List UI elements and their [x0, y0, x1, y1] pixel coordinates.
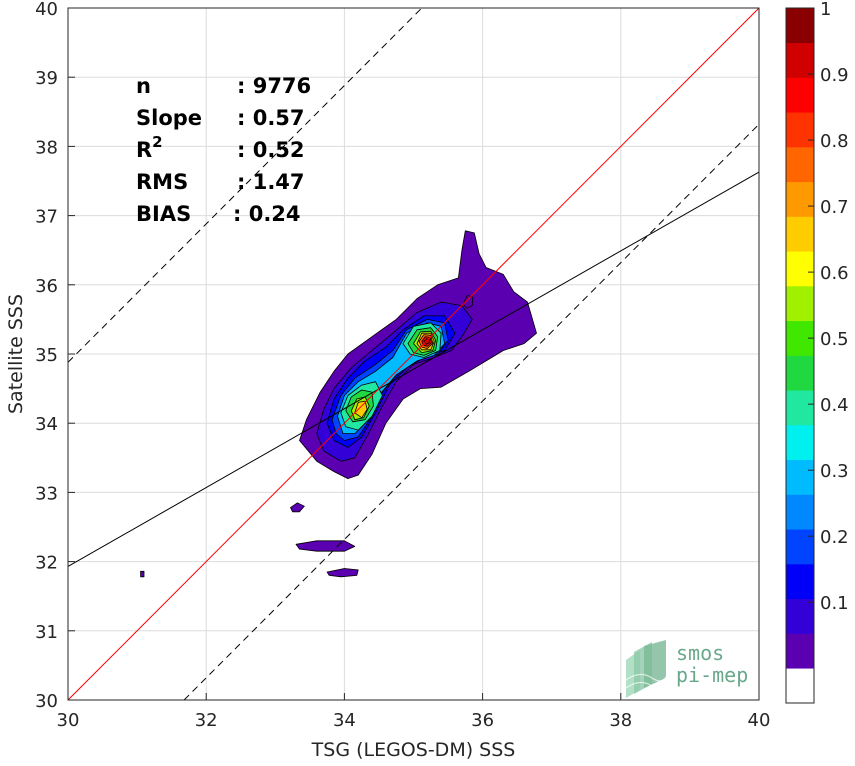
- x-axis-label: TSG (LEGOS-DM) SSS: [311, 739, 516, 761]
- colorbar-segment: [786, 355, 814, 391]
- stat-value: : 0.52: [237, 138, 305, 162]
- colorbar: 0.1 0.2 0.3 0.4 0.5 0.6 0.7 0.8 0.9 1: [785, 0, 849, 704]
- colorbar-segment: [786, 425, 814, 461]
- y-tick-label: 40: [35, 0, 58, 20]
- stat-value: : 1.47: [237, 170, 305, 194]
- y-tick-label: 31: [35, 622, 58, 643]
- colorbar-tick-label: 0.9: [820, 65, 849, 86]
- y-tick-label: 37: [35, 207, 58, 228]
- colorbar-segment: [786, 598, 814, 634]
- lower-bound-line: [183, 123, 760, 701]
- colorbar-tick-label: 0.8: [820, 131, 849, 152]
- logo-line2: pi-mep: [676, 663, 748, 687]
- regression-line: [67, 171, 760, 567]
- colorbar-segment: [786, 668, 814, 704]
- x-tick-label: 32: [195, 710, 218, 731]
- y-tick-label: 36: [35, 276, 58, 297]
- colorbar-segment: [786, 42, 814, 78]
- stat-value: : 0.57: [237, 106, 305, 130]
- y-tick-label: 35: [35, 345, 58, 366]
- contour-level-0-05: [326, 568, 359, 578]
- contour-level-0-05: [290, 502, 305, 513]
- colorbar-tick-label: 0.2: [820, 527, 849, 548]
- y-tick-label: 30: [35, 691, 58, 712]
- colorbar-segment: [786, 8, 814, 44]
- stat-label: RMS: [136, 170, 188, 194]
- stat-label: n: [136, 74, 151, 98]
- density-contours: [140, 230, 537, 578]
- colorbar-tick-label: 0.5: [820, 329, 849, 350]
- x-axis-ticks: 30 32 34 36 38 40: [57, 693, 771, 731]
- y-tick-label: 34: [35, 414, 58, 435]
- contour-level-0-05: [140, 570, 145, 578]
- stat-label: Slope: [136, 106, 202, 130]
- colorbar-tick-label: 0.6: [820, 263, 849, 284]
- y-tick-label: 38: [35, 137, 58, 158]
- colorbar-segment: [786, 181, 814, 217]
- reference-lines: [67, 7, 760, 701]
- x-tick-label: 36: [471, 710, 494, 731]
- colorbar-tick-label: 1: [820, 0, 831, 20]
- colorbar-segment: [786, 77, 814, 113]
- logo-icon: [625, 640, 669, 698]
- colorbar-tick-label: 0.4: [820, 395, 849, 416]
- colorbar-segment: [786, 633, 814, 669]
- colorbar-segment: [786, 494, 814, 530]
- stat-label: BIAS: [136, 202, 191, 226]
- y-tick-label: 33: [35, 483, 58, 504]
- grid: [67, 7, 760, 701]
- colorbar-segment: [786, 216, 814, 252]
- x-tick-label: 40: [748, 710, 771, 731]
- contour-level-1: [423, 338, 430, 345]
- logo-line1: smos: [676, 641, 724, 665]
- colorbar-segment: [786, 564, 814, 600]
- colorbar-segment: [786, 112, 814, 148]
- y-tick-label: 39: [35, 68, 58, 89]
- colorbar-frame: [785, 7, 815, 704]
- stat-value: : 0.24: [233, 202, 301, 226]
- colorbar-tick-label: 0.3: [820, 461, 849, 482]
- colorbar-segment: [786, 286, 814, 322]
- y-axis-label: Satellite SSS: [5, 294, 27, 414]
- contour-level-0-7: [354, 400, 368, 419]
- y-tick-label: 32: [35, 553, 58, 574]
- colorbar-tick-label: 0.7: [820, 197, 849, 218]
- colorbar-segment: [786, 251, 814, 287]
- stat-value: : 9776: [237, 74, 311, 98]
- colorbar-segment: [786, 390, 814, 426]
- colorbar-segment: [786, 529, 814, 565]
- identity-line: [67, 7, 760, 701]
- colorbar-tick-label: 0.1: [820, 593, 849, 614]
- x-tick-label: 34: [333, 710, 356, 731]
- x-tick-label: 38: [609, 710, 632, 731]
- x-tick-label: 30: [57, 710, 80, 731]
- smos-pi-mep-logo: smos pi-mep: [625, 640, 748, 698]
- y-axis-ticks: 30 31 32 33 34 35 36 37 38 39 40: [35, 0, 75, 712]
- colorbar-segment: [786, 459, 814, 495]
- colorbar-segment: [786, 147, 814, 183]
- contour-level-0-25: [462, 294, 474, 309]
- stat-superscript: 2: [152, 133, 162, 151]
